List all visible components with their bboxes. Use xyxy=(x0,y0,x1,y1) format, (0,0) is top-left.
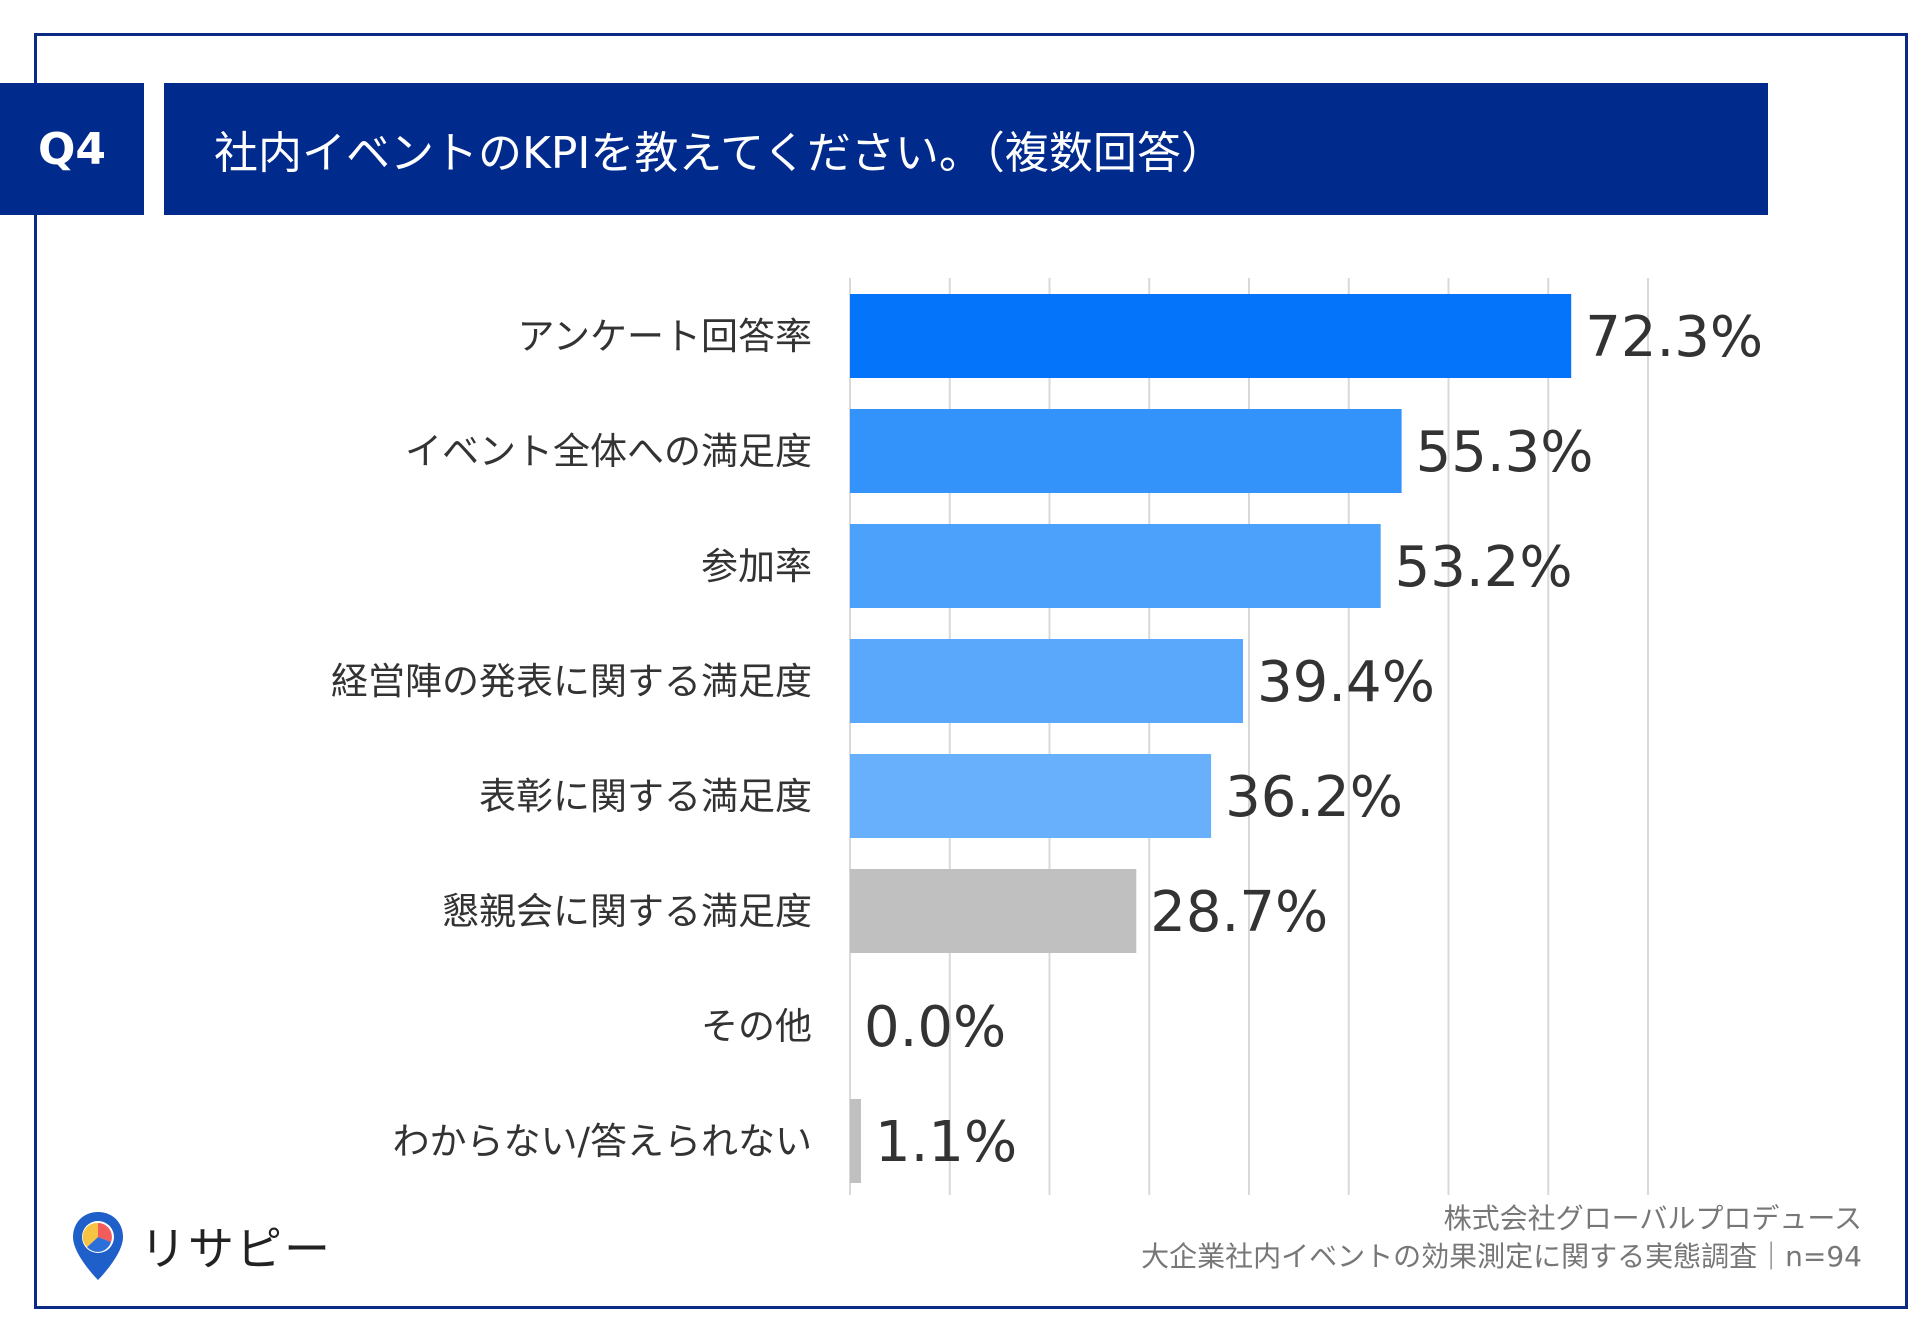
bar xyxy=(850,524,1381,608)
logo: リサピー xyxy=(70,1210,332,1282)
footer: 株式会社グローバルプロデュース 大企業社内イベントの効果測定に関する実態調査｜n… xyxy=(1141,1200,1862,1276)
chart-frame xyxy=(34,33,1908,1309)
footer-company: 株式会社グローバルプロデュース xyxy=(1443,1202,1862,1235)
bar xyxy=(850,754,1212,838)
question-number: Q4 xyxy=(0,83,144,215)
question-title: 社内イベントのKPIを教えてください。（複数回答） xyxy=(164,83,1768,215)
value-label: 0.0% xyxy=(864,995,1006,1060)
bar xyxy=(850,639,1244,723)
footer-survey: 大企業社内イベントの効果測定に関する実態調査｜n=94 xyxy=(1141,1240,1862,1273)
category-label: 表彰に関する満足度 xyxy=(479,775,812,818)
value-label: 72.3% xyxy=(1585,305,1763,370)
pin-icon xyxy=(73,1212,123,1280)
logo-text: リサピー xyxy=(140,1222,332,1276)
bar xyxy=(850,409,1402,493)
category-label: 経営陣の発表に関する満足度 xyxy=(331,660,812,703)
value-label: 28.7% xyxy=(1150,880,1328,945)
category-label: 参加率 xyxy=(701,545,812,588)
category-label: アンケート回答率 xyxy=(517,315,812,358)
value-label: 1.1% xyxy=(875,1110,1017,1175)
category-label: イベント全体への満足度 xyxy=(405,430,812,473)
bar xyxy=(850,869,1137,953)
value-label: 39.4% xyxy=(1257,650,1435,715)
category-label: わからない/答えられない xyxy=(393,1120,812,1163)
category-label: 懇親会に関する満足度 xyxy=(442,890,812,933)
bar xyxy=(850,1099,861,1183)
value-label: 55.3% xyxy=(1416,420,1594,485)
category-labels: アンケート回答率イベント全体への満足度参加率経営陣の発表に関する満足度表彰に関す… xyxy=(331,315,812,1163)
bars xyxy=(850,294,1572,1183)
value-labels: 72.3% 55.3% 53.2% 39.4% 36.2% 28.7% 0.0% 1.1% xyxy=(864,305,1763,1175)
bar xyxy=(850,294,1572,378)
value-label: 36.2% xyxy=(1225,765,1403,830)
value-label: 53.2% xyxy=(1395,535,1573,600)
category-label: その他 xyxy=(701,1005,812,1048)
